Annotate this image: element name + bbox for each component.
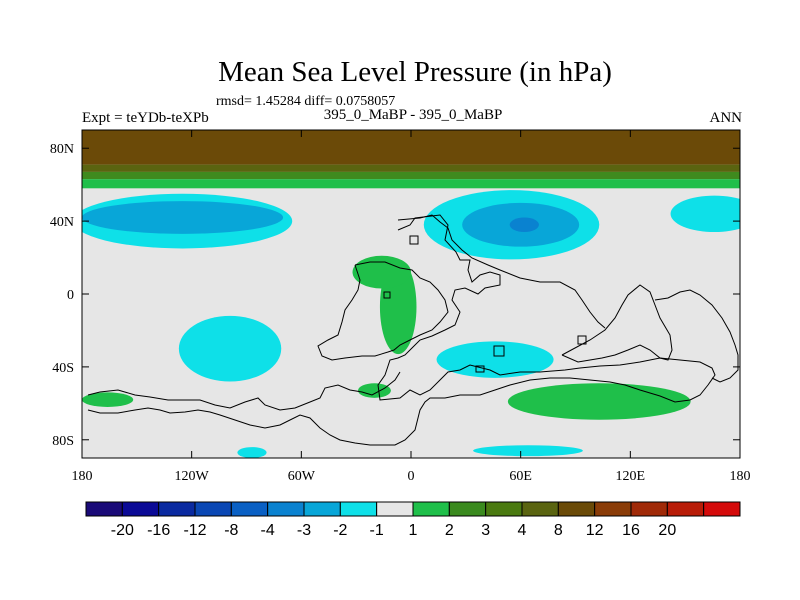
colorbar-box-13 <box>557 501 596 517</box>
chart-title: Mean Sea Level Pressure (in hPa) <box>218 56 612 88</box>
island-outline-3 <box>475 365 485 373</box>
colorbar-box-5 <box>267 501 305 517</box>
colorbar-box-3 <box>194 501 232 517</box>
field-band-1 <box>82 164 740 172</box>
colorbar-box-15 <box>630 501 668 517</box>
field-region-8 <box>509 217 539 233</box>
colorbar-label-13: 12 <box>586 522 604 539</box>
colorbar-box-2 <box>158 501 196 517</box>
axis-ticks: 180 120W 60W 0 60E 120E 180 80N 40N 0 40S 80S <box>50 130 751 484</box>
colorbar-label-6: -2 <box>333 522 347 539</box>
colorbar-box-17 <box>703 501 741 517</box>
y-tick-label-2: 0 <box>67 288 74 303</box>
colorbar-box-6 <box>303 501 341 517</box>
experiment-label: Expt = teYDb-teXPb <box>82 110 209 126</box>
island-outline-1 <box>383 291 391 299</box>
colorbar-label-7: -1 <box>370 522 384 539</box>
y-tick-label-4: 80S <box>52 434 74 449</box>
colorbar-label-15: 20 <box>658 522 676 539</box>
x-tick-label-2: 60W <box>288 469 316 484</box>
colorbar-box-1 <box>121 501 160 517</box>
coastline-north <box>397 214 606 329</box>
colorbar-label-14: 16 <box>622 522 640 539</box>
colorbar-box-10 <box>448 501 487 517</box>
x-tick-label-3: 0 <box>408 469 415 484</box>
colorbar-box-7 <box>339 501 378 517</box>
field-region-17 <box>237 447 267 458</box>
island-outline-4 <box>577 335 587 345</box>
field-region-10 <box>178 315 282 382</box>
colorbar-box-0 <box>85 501 123 517</box>
field-region-14 <box>82 392 134 407</box>
field-region-16 <box>507 383 691 420</box>
coastline-asia-australia <box>561 284 673 363</box>
colorbar-label-2: -12 <box>183 522 206 539</box>
colorbar-box-14 <box>594 501 632 517</box>
coastline-americas <box>87 214 716 446</box>
field-region-15 <box>357 383 391 398</box>
coastlines <box>87 214 739 446</box>
colorbar-label-1: -16 <box>147 522 170 539</box>
x-tick-label-4: 60E <box>509 469 532 484</box>
colorbar-label-0: -20 <box>111 522 134 539</box>
coastline-east <box>654 289 739 383</box>
colorbar-label-12: 8 <box>554 522 563 539</box>
colorbar: -20 -16 -12 -8 -4 -3 -2 -1 1 2 3 4 8 12 16 20 <box>85 501 741 539</box>
colorbar-label-9: 2 <box>445 522 454 539</box>
x-tick-label-6: 180 <box>730 469 751 484</box>
colorbar-box-4 <box>230 501 269 517</box>
field-region-9 <box>670 195 740 233</box>
colorbar-box-11 <box>485 501 523 517</box>
island-outline-5 <box>409 235 419 245</box>
field-region-13 <box>352 255 411 289</box>
season-label: ANN <box>709 110 743 126</box>
coastline-south-america <box>317 261 449 361</box>
colorbar-label-5: -3 <box>297 522 311 539</box>
field-region-11 <box>436 341 554 378</box>
x-tick-label-1: 120W <box>175 469 210 484</box>
colorbar-box-12 <box>521 501 559 517</box>
colorbar-label-4: -4 <box>261 522 275 539</box>
field-band-3 <box>82 179 740 189</box>
field-band-2 <box>82 171 740 180</box>
plot-area: 180 120W 60W 0 60E 120E 180 80N 40N 0 40S 80S <box>50 129 751 484</box>
island-outline-2 <box>493 345 505 357</box>
field-region-5 <box>82 201 284 234</box>
colorbar-box-8 <box>376 501 414 517</box>
comparison-label: 395_0_MaBP - 395_0_MaBP <box>323 107 503 123</box>
y-tick-label-3: 40S <box>52 361 74 376</box>
colorbar-label-11: 4 <box>518 522 527 539</box>
colorbar-box-9 <box>412 501 450 517</box>
field-region-18 <box>473 445 583 457</box>
y-tick-label-0: 80N <box>50 142 74 157</box>
chart-subtitle: rmsd= 1.45284 diff= 0.0758057 <box>216 94 396 109</box>
x-tick-label-0: 180 <box>72 469 93 484</box>
colorbar-box-16 <box>666 501 705 517</box>
coastline-antarctica <box>87 371 401 411</box>
colorbar-label-8: 1 <box>409 522 418 539</box>
colorbar-label-10: 3 <box>481 522 490 539</box>
colorbar-label-3: -8 <box>224 522 238 539</box>
x-tick-label-5: 120E <box>616 469 646 484</box>
y-tick-label-1: 40N <box>50 215 74 230</box>
